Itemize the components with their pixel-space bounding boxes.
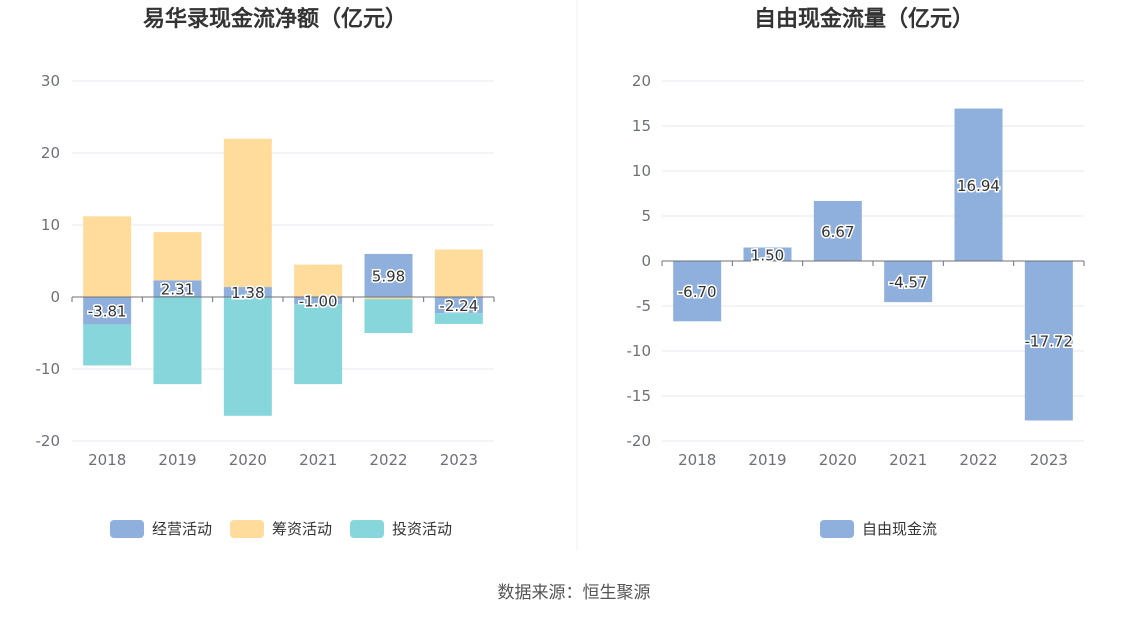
x-tick-label: 2020 [819, 451, 857, 469]
x-tick-label: 2018 [88, 451, 126, 469]
data-label: -2.24 [439, 297, 478, 315]
x-tick-label: 2019 [748, 451, 786, 469]
y-tick-label: -5 [636, 297, 651, 315]
data-source-note: 数据来源：恒生聚源 [498, 583, 651, 603]
x-tick-label: 2021 [889, 451, 927, 469]
bar-筹资活动 [434, 249, 483, 297]
legend-label: 筹资活动 [272, 520, 332, 538]
x-tick-label: 2021 [299, 451, 337, 469]
bar-经营活动 [294, 297, 343, 305]
y-tick-label: 10 [41, 216, 60, 234]
data-label: 1.50 [751, 246, 784, 264]
data-label: -4.57 [889, 274, 928, 292]
y-tick-label: 0 [50, 288, 60, 306]
legend-label: 自由现金流 [862, 520, 937, 538]
bar-经营活动 [434, 297, 483, 314]
data-label: -1.00 [299, 293, 338, 311]
bar-投资活动 [434, 313, 483, 324]
bar-自由现金流 [1024, 261, 1073, 421]
bar-自由现金流 [813, 200, 862, 261]
bar-自由现金流 [673, 261, 722, 322]
y-tick-label: -10 [627, 342, 652, 360]
bar-自由现金流 [954, 108, 1003, 261]
data-label: -3.81 [88, 303, 127, 321]
bar-筹资活动 [83, 216, 132, 297]
y-tick-label: -20 [36, 432, 61, 450]
bar-投资活动 [294, 304, 343, 385]
bar-投资活动 [223, 297, 272, 416]
data-label: -17.72 [1025, 333, 1073, 351]
x-tick-label: 2020 [229, 451, 267, 469]
x-tick-label: 2023 [1030, 451, 1068, 469]
bar-投资活动 [83, 324, 132, 366]
x-tick-label: 2019 [158, 451, 196, 469]
chart-title-cashflow: 易华录现金流净额（亿元） [143, 6, 407, 32]
y-tick-label: 10 [632, 162, 651, 180]
data-label: -6.70 [678, 283, 717, 301]
y-tick-label: 20 [41, 144, 60, 162]
legend-label: 投资活动 [392, 520, 452, 538]
bar-经营活动 [364, 253, 413, 297]
legend-swatch [110, 520, 144, 538]
x-tick-label: 2022 [369, 451, 407, 469]
legend-label: 经营活动 [152, 520, 212, 538]
data-label: 2.31 [161, 281, 194, 299]
y-tick-label: 5 [641, 207, 651, 225]
bar-投资活动 [153, 297, 202, 385]
y-tick-label: 20 [632, 72, 651, 90]
data-label: 5.98 [372, 267, 405, 285]
bar-筹资活动 [223, 138, 272, 288]
bar-经营活动 [223, 287, 272, 297]
y-tick-label: -20 [627, 432, 652, 450]
data-label: 6.67 [821, 223, 854, 241]
y-tick-label: 30 [41, 72, 60, 90]
y-tick-label: -15 [627, 387, 652, 405]
bar-自由现金流 [884, 261, 933, 303]
y-tick-label: -10 [36, 360, 61, 378]
legend-swatch [230, 520, 264, 538]
x-tick-label: 2023 [440, 451, 478, 469]
y-tick-label: 15 [632, 117, 651, 135]
bar-筹资活动 [294, 264, 343, 297]
bar-筹资活动 [364, 297, 413, 300]
x-tick-label: 2018 [678, 451, 716, 469]
legend-swatch [820, 520, 854, 538]
bar-自由现金流 [743, 247, 792, 261]
y-tick-label: 0 [641, 252, 651, 270]
bar-投资活动 [364, 299, 413, 333]
legend-swatch [350, 520, 384, 538]
bar-筹资活动 [153, 232, 202, 281]
chart-title-free-cashflow: 自由现金流量（亿元） [754, 6, 974, 32]
bar-经营活动 [153, 280, 202, 297]
bar-经营活动 [83, 297, 132, 325]
x-tick-label: 2022 [959, 451, 997, 469]
data-label: 1.38 [231, 284, 264, 302]
data-label: 16.94 [957, 177, 1000, 195]
